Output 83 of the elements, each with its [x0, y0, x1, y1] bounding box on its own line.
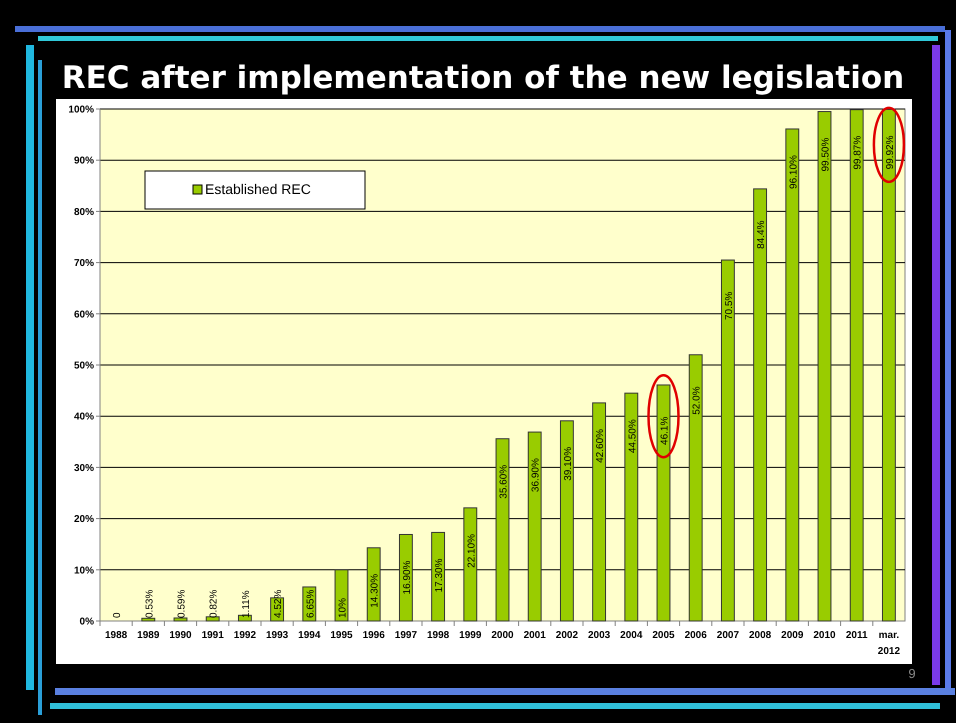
- y-tick-label: 60%: [74, 309, 94, 320]
- y-tick-label: 70%: [74, 258, 94, 270]
- bar: [141, 618, 156, 622]
- data-label: 99.87%: [852, 136, 864, 170]
- x-tick-label: 2003: [588, 630, 611, 641]
- data-label: 16.90%: [402, 560, 413, 594]
- x-tick-label: 1989: [137, 630, 160, 641]
- data-label: 17.30%: [434, 558, 446, 592]
- data-label: 10%: [338, 598, 348, 618]
- data-label: 70.5%: [724, 292, 735, 320]
- x-tick-label: 2002: [556, 630, 578, 641]
- y-tick-label: 40%: [74, 412, 94, 423]
- x-tick-label: mar. 2012: [878, 630, 900, 657]
- data-label: 0.53%: [144, 590, 156, 618]
- y-tick-label: 20%: [74, 514, 94, 526]
- x-tick-label: 1993: [266, 630, 289, 641]
- x-tick-label: 1999: [459, 630, 482, 641]
- bar: [398, 534, 413, 622]
- data-label: 36.90%: [530, 458, 542, 492]
- bar: [624, 392, 638, 622]
- bar: [592, 402, 606, 622]
- bar: [334, 569, 348, 622]
- x-tick-label: 2000: [491, 630, 514, 641]
- data-label: 6.65%: [305, 590, 316, 618]
- bar: [463, 507, 478, 622]
- data-label: 96.10%: [788, 154, 800, 189]
- data-label: 46.1%: [660, 416, 670, 445]
- data-label: 1.11%: [240, 590, 252, 618]
- text: 9: [908, 666, 916, 681]
- data-label: 44.50%: [627, 419, 638, 454]
- bar: [785, 128, 800, 622]
- data-label: 42.60%: [595, 428, 606, 463]
- y-tick-label: 0%: [80, 616, 94, 628]
- bar: [688, 354, 703, 622]
- x-tick-label: 1988: [104, 630, 128, 641]
- x-tick-label: 2006: [684, 630, 708, 641]
- x-tick-label: 2009: [781, 630, 804, 641]
- data-label: 84.4%: [756, 220, 768, 249]
- x-tick-label: 2007: [716, 630, 740, 641]
- bar: [560, 420, 574, 622]
- x-tick-label: 1991: [202, 630, 224, 641]
- data-label: 22.10%: [466, 534, 478, 568]
- x-tick-label: 1994: [298, 630, 321, 641]
- y-tick-label: 90%: [74, 156, 94, 167]
- bar: [528, 432, 542, 622]
- legend-label: Established REC: [205, 181, 311, 197]
- bar: [818, 111, 832, 622]
- y-tick-label: 100%: [68, 104, 94, 116]
- bar: [720, 260, 735, 622]
- data-label: 99.92%: [884, 135, 896, 170]
- x-tick-label: 1998: [426, 630, 450, 641]
- x-tick-label: 1992: [234, 630, 256, 641]
- bar: [753, 188, 768, 622]
- x-tick-label: 1990: [169, 630, 192, 641]
- x-tick-label: 1995: [330, 630, 354, 641]
- data-label: 0: [112, 612, 124, 618]
- bar: [431, 532, 446, 622]
- data-label: 0.82%: [208, 590, 220, 618]
- data-label: 4.52%: [273, 590, 284, 618]
- x-tick-label: 2008: [748, 630, 772, 641]
- data-label: 39.10%: [562, 446, 574, 481]
- y-tick-label: 80%: [74, 206, 94, 218]
- x-tick-label: 1996: [362, 630, 386, 641]
- data-label: 52.0%: [692, 386, 703, 415]
- y-tick-label: 10%: [74, 565, 94, 576]
- chart-title: REC after implementation of the new legislation: [62, 60, 904, 96]
- x-tick-label: 2005: [652, 630, 676, 641]
- x-tick-label: 2004: [620, 630, 643, 641]
- bar: [656, 384, 670, 622]
- bar: [850, 109, 864, 622]
- x-tick-label: 2001: [524, 630, 546, 641]
- data-label: 99.50%: [820, 138, 832, 172]
- x-tick-label: 2010: [813, 630, 836, 641]
- bar: [496, 438, 510, 622]
- data-label: 35.60%: [498, 464, 510, 499]
- bar: [882, 108, 896, 622]
- y-tick-label: 50%: [74, 360, 94, 372]
- bar: [174, 617, 188, 622]
- data-label: 14.30%: [370, 574, 381, 608]
- x-tick-label: 2011: [846, 630, 868, 641]
- x-tick-label: 1997: [394, 630, 418, 641]
- data-label: 0.59%: [176, 590, 188, 618]
- y-tick-label: 30%: [74, 462, 94, 474]
